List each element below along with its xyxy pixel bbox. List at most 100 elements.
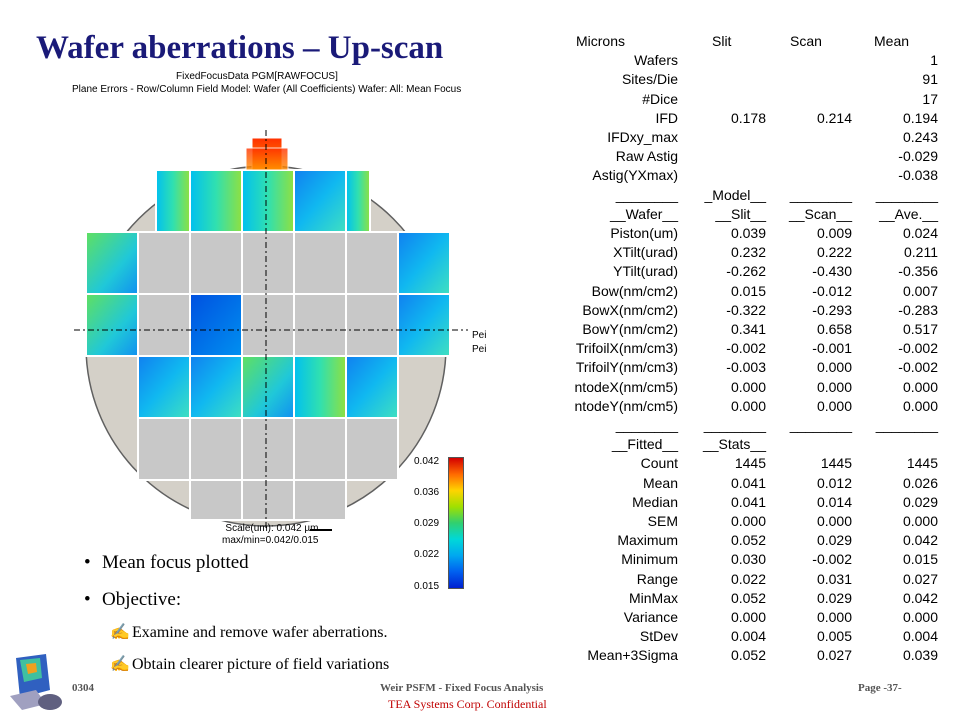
table-header-row: Microns Slit Scan Mean	[544, 32, 948, 51]
table-row: BowX(nm/cm2) -0.322 -0.293 -0.283	[544, 301, 948, 320]
colorbar-tick: 0.022	[414, 549, 440, 560]
table-cell: #Dice	[642, 90, 678, 107]
table-cell: 0.030	[730, 551, 766, 568]
table-cell: 0.000	[902, 513, 938, 529]
colorbar-tick: 0.036	[414, 487, 440, 498]
table-cell: ________	[789, 417, 852, 433]
pen-icon: ✍	[110, 624, 130, 641]
table-cell: ________	[703, 417, 766, 433]
table-cell: -0.012	[812, 282, 852, 299]
table-row: BowY(nm/cm2) 0.341 0.658 0.517	[544, 320, 948, 339]
table-cell: 0.014	[816, 493, 852, 510]
bullet-item: • Mean focus plotted	[84, 552, 249, 573]
table-cell: -0.283	[898, 301, 938, 318]
scale-legend: Scale(um): 0.042 µm max/min=0.042/0.015	[222, 523, 318, 547]
table-cell: 0.214	[816, 109, 852, 126]
slide-title: Wafer aberrations – Up-scan	[36, 30, 444, 66]
table-cell: -0.001	[812, 340, 852, 357]
table-row: YTilt(urad) -0.262 -0.430 -0.356	[544, 262, 948, 281]
table-cell: -0.262	[726, 263, 766, 280]
table-cell: 0.000	[816, 359, 852, 376]
table-row: Bow(nm/cm2) 0.015 -0.012 0.007	[544, 282, 948, 301]
table-cell: -0.430	[812, 263, 852, 280]
table-cell: __Stats__	[702, 436, 766, 453]
table-row: Maximum 0.052 0.029 0.042	[544, 531, 948, 550]
table-cell: Mean	[642, 474, 678, 491]
table-cell: 91	[922, 71, 938, 88]
table-cell: 1	[930, 52, 938, 69]
table-row: TrifoilY(nm/cm3) -0.003 0.000 -0.002	[544, 358, 948, 377]
pen-icon: ✍	[110, 656, 130, 673]
table-cell: 0.178	[730, 109, 766, 126]
table-cell: Maximum	[617, 532, 678, 549]
table-cell: 0.029	[816, 589, 852, 606]
table-cell: 0.031	[816, 570, 852, 587]
table-cell: Scan	[790, 33, 822, 49]
color-bar	[448, 457, 464, 589]
footer-confidential: TEA Systems Corp. Confidential	[388, 697, 547, 711]
table-cell: ________	[875, 417, 938, 433]
table-cell: 0.000	[730, 378, 766, 395]
scale-line2: max/min=0.042/0.015	[222, 535, 319, 546]
footer-page: Page -37-	[858, 682, 902, 694]
table-cell: -0.038	[898, 167, 938, 184]
table-row: ntodeY(nm/cm5) 0.000 0.000 0.000	[544, 397, 948, 416]
table-cell: Range	[636, 570, 678, 587]
table-separator-row: ________ _Model__ ________ ________	[544, 186, 948, 205]
colorbar-tick: 0.029	[414, 518, 440, 529]
table-cell: 0.009	[816, 225, 852, 241]
table-row: Sites/Die 91	[544, 70, 948, 89]
table-cell: _Model__	[704, 186, 767, 203]
table-cell: IFDxy_max	[607, 129, 678, 145]
table-cell: -0.002	[898, 340, 938, 357]
table-row: TrifoilX(nm/cm3) -0.002 -0.001 -0.002	[544, 339, 948, 358]
table-cell: 0.052	[730, 647, 766, 664]
table-cell: 0.041	[730, 493, 766, 510]
colorbar-tick: 0.042	[414, 456, 440, 467]
table-cell: 1445	[734, 455, 766, 472]
table-cell: 0.000	[902, 378, 938, 395]
table-cell: 0.000	[816, 378, 852, 395]
table-cell: 0.039	[730, 225, 766, 241]
table-cell: __Slit__	[715, 205, 766, 222]
scale-line1: Scale(um): 0.042 µm	[225, 523, 319, 534]
table-row: Range 0.022 0.031 0.027	[544, 570, 948, 589]
table-row: Mean 0.041 0.012 0.026	[544, 474, 948, 493]
table-cell: BowY(nm/cm2)	[582, 321, 678, 337]
bullet-item: • Objective:	[84, 589, 182, 610]
table-cell: Sites/Die	[621, 71, 678, 88]
table-cell: 0.341	[730, 321, 766, 337]
table-cell: -0.002	[726, 340, 766, 357]
field-grid	[85, 169, 451, 521]
table-row: Mean+3Sigma 0.052 0.027 0.039	[544, 646, 948, 665]
table-cell: 0.012	[816, 474, 852, 491]
table-row: Count 1445 1445 1445	[544, 454, 948, 473]
table-cell: ntodeX(nm/cm5)	[574, 378, 678, 395]
table-cell: 0.042	[902, 532, 938, 549]
table-cell: 0.024	[902, 225, 938, 241]
table-cell: 17	[922, 90, 938, 107]
table-cell: 0.052	[730, 589, 766, 606]
colorbar-tick: 0.015	[414, 581, 440, 592]
table-section-header: __Wafer__ __Slit__ __Scan__ __Ave.__	[544, 205, 948, 224]
table-cell: 0.000	[816, 609, 852, 625]
table-cell: -0.002	[898, 359, 938, 376]
table-cell: Microns	[576, 33, 626, 49]
table-row: #Dice 17	[544, 90, 948, 109]
table-cell: 0.232	[730, 244, 766, 261]
footer-date: 0304	[72, 682, 94, 694]
table-cell: 0.005	[816, 628, 852, 645]
table-cell: 0.022	[730, 570, 766, 587]
table-cell: ________	[615, 186, 678, 203]
table-cell: 1445	[906, 455, 938, 472]
table-cell: 0.041	[730, 474, 766, 491]
table-cell: -0.293	[812, 301, 852, 318]
table-cell: 1445	[820, 455, 852, 472]
table-cell: SEM	[647, 513, 678, 529]
table-cell: 0.211	[904, 244, 938, 261]
table-cell: Minimum	[621, 551, 678, 568]
plot-header: FixedFocusData PGM[RAWFOCUS] Plane Error…	[72, 70, 461, 96]
stats-table: Microns Slit Scan Mean Wafers 1 Sites/Die 91 #Di…	[544, 32, 948, 663]
footer-title: Weir PSFM - Fixed Focus Analysis	[380, 682, 544, 694]
table-cell: ntodeY(nm/cm5)	[574, 397, 678, 414]
